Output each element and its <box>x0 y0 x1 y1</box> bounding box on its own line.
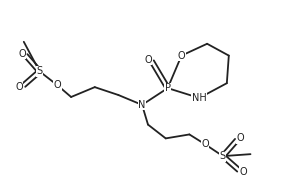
Text: O: O <box>15 82 23 92</box>
Text: O: O <box>201 139 209 149</box>
Text: N: N <box>138 100 146 110</box>
Text: O: O <box>237 133 244 143</box>
Text: O: O <box>144 55 152 64</box>
Text: O: O <box>178 51 185 61</box>
Text: O: O <box>18 49 26 59</box>
Text: O: O <box>240 167 248 177</box>
Text: S: S <box>220 151 226 161</box>
Text: NH: NH <box>192 93 207 103</box>
Text: S: S <box>36 66 43 76</box>
Text: P: P <box>165 83 171 93</box>
Text: O: O <box>54 80 61 90</box>
